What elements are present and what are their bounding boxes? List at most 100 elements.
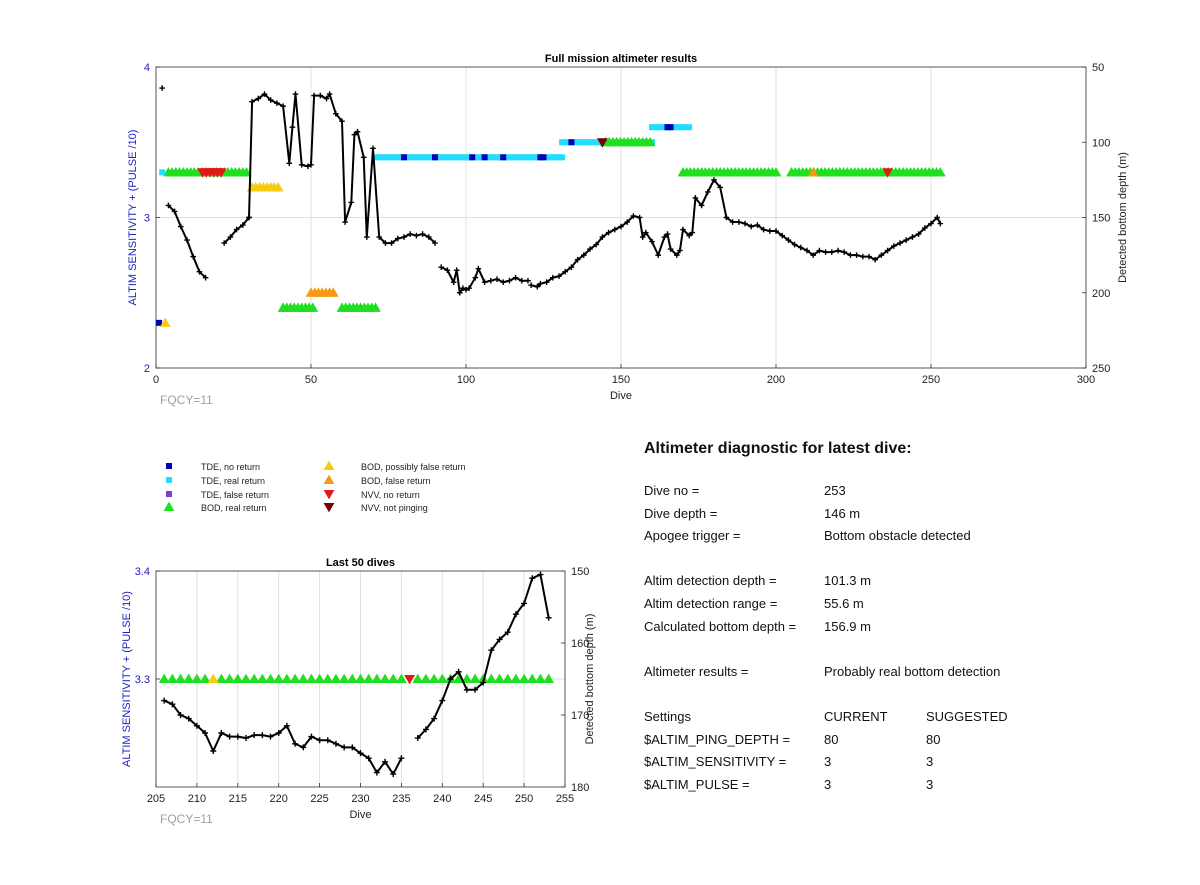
depth-point — [221, 240, 227, 246]
depth-point — [494, 276, 500, 283]
x-axis-label: Dive — [349, 809, 371, 821]
results-label: Altimeter results = — [644, 663, 749, 679]
depth-point — [698, 202, 705, 209]
altim-marker — [410, 154, 417, 161]
depth-point — [934, 214, 940, 221]
depth-point — [354, 128, 361, 135]
altim-det-range-value: 55.6 m — [824, 595, 864, 611]
depth-point — [760, 226, 767, 233]
chart-title: Last 50 dives — [326, 557, 395, 569]
depth-point — [178, 223, 184, 230]
current-header: CURRENT — [824, 708, 888, 724]
depth-point — [382, 758, 389, 765]
depth-point — [488, 647, 495, 654]
altim-marker — [401, 154, 407, 161]
depth-point — [667, 246, 674, 252]
depth-point — [562, 268, 568, 275]
altim-marker — [583, 139, 590, 146]
dive-depth-value: 146 m — [824, 505, 861, 521]
altim-marker — [500, 154, 507, 161]
altim-marker — [664, 124, 671, 131]
altim-marker — [346, 673, 358, 684]
depth-point — [655, 252, 661, 258]
depth-point — [311, 92, 317, 99]
altim-marker — [444, 154, 451, 161]
depth-point — [401, 234, 407, 240]
altim-marker — [510, 673, 522, 684]
altim-marker — [673, 124, 680, 131]
depth-line — [530, 178, 942, 288]
x-tick-label: 230 — [351, 793, 369, 805]
results-row: Altimeter results = Probably real bottom … — [644, 661, 1104, 684]
setting-current: 80 — [824, 731, 839, 747]
depth-point — [480, 679, 487, 686]
altim-marker — [559, 154, 566, 161]
depth-point — [249, 98, 255, 105]
depth-point — [829, 249, 835, 255]
altim-marker — [487, 154, 494, 161]
altim-marker — [568, 139, 575, 146]
altim-marker — [502, 673, 514, 684]
altim-marker — [207, 673, 219, 684]
depth-point — [581, 252, 587, 258]
depth-point — [218, 730, 225, 736]
altim-marker — [456, 154, 463, 161]
setting-row: $ALTIM_PULSE = 3 3 — [644, 774, 1104, 797]
altim-marker — [438, 154, 445, 161]
altim-marker — [379, 673, 391, 684]
altim-marker — [559, 139, 566, 146]
altim-marker — [596, 139, 603, 146]
depth-point — [233, 226, 240, 233]
depth-point — [767, 228, 773, 234]
altim-marker — [683, 124, 690, 131]
depth-point — [395, 235, 401, 242]
depth-point — [841, 249, 847, 255]
depth-point — [289, 124, 296, 130]
altim-marker — [191, 673, 203, 684]
depth-point — [463, 686, 470, 693]
altim-marker — [580, 139, 587, 146]
last50-plot: 205 210 215 220 225 230 235 240 245 250 255 3.3 3.4 1… — [121, 557, 596, 826]
altim-marker — [355, 673, 366, 684]
results-value: Probably real bottom detection — [824, 663, 1001, 679]
calc-bottom-value: 156.9 m — [824, 618, 871, 634]
altim-marker — [436, 673, 448, 684]
diagnostic-panel: Altimeter diagnostic for latest dive: Di… — [644, 440, 1104, 796]
depth-point — [528, 282, 534, 289]
depth-point — [537, 571, 544, 578]
depth-point — [292, 740, 299, 747]
altim-marker — [531, 154, 538, 161]
y-tick-label: 4 — [144, 62, 150, 74]
altim-marker — [388, 154, 395, 161]
depth-point — [275, 730, 282, 736]
altim-marker — [396, 673, 407, 684]
altim-marker — [425, 154, 432, 161]
legend-label: NVV, no return — [361, 490, 420, 500]
altim-marker — [463, 154, 469, 161]
altim-marker — [686, 124, 693, 131]
depth-point — [674, 252, 680, 258]
depth-point — [196, 268, 203, 275]
depth-point — [472, 686, 479, 693]
depth-point — [246, 214, 252, 221]
altim-marker — [667, 124, 674, 131]
depth-point — [661, 234, 668, 240]
depth-point — [853, 252, 860, 258]
depth-point — [624, 219, 630, 225]
depth-point — [754, 222, 761, 228]
depth-point — [496, 636, 503, 643]
altim-marker — [404, 674, 415, 685]
y2-tick-label: 150 — [1092, 213, 1110, 225]
depth-point — [466, 285, 472, 292]
dive-depth-row: Dive depth = 146 m — [644, 503, 1104, 526]
altim-marker — [232, 673, 244, 684]
altim-marker — [307, 302, 319, 312]
altim-marker — [453, 673, 465, 684]
altim-marker — [265, 673, 276, 684]
altim-marker — [593, 139, 600, 146]
depth-point — [267, 733, 274, 740]
setting-current: 3 — [824, 754, 832, 770]
y-tick-label: 3.3 — [135, 674, 150, 686]
depth-point — [274, 100, 280, 106]
